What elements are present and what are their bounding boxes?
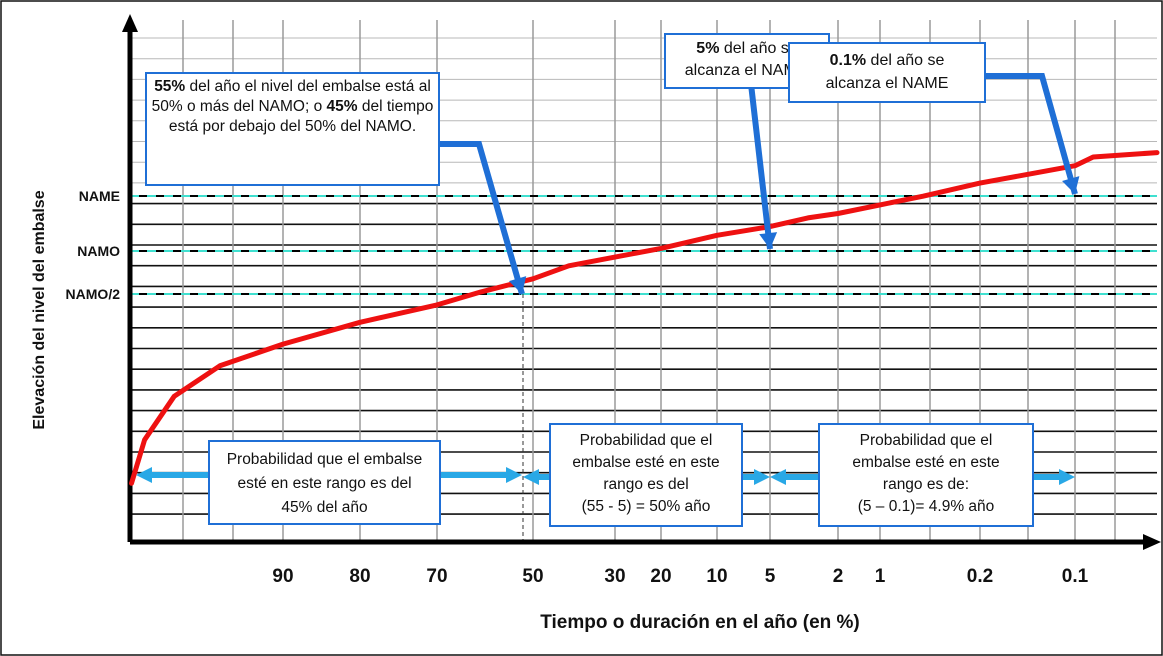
level-label: NAMO — [77, 243, 120, 259]
curve — [129, 150, 1160, 486]
x-tick-label: 30 — [604, 566, 625, 587]
x-tick-labels: 90 80 70 50 30 20 10 5 2 1 0.2 0.1 — [272, 566, 1088, 587]
x-tick-label: 2 — [833, 566, 844, 587]
range-arrow-45-right-head — [506, 467, 522, 483]
level-label: NAMO/2 — [66, 286, 121, 302]
arrow-55-head — [508, 276, 527, 294]
arrow-0-1 — [986, 73, 1078, 195]
axes — [122, 14, 1161, 550]
x-tick-label: 0.1 — [1062, 566, 1089, 587]
callout-0-1-percent: 0.1% del año se alcanza el NAME — [788, 42, 986, 103]
x-tick-label: 50 — [522, 566, 543, 587]
x-tick-label: 20 — [650, 566, 671, 587]
range-arrow-50-right-head — [754, 469, 770, 485]
range-50-box: Probabilidad que el embalse esté en este… — [549, 423, 743, 527]
arrow-55 — [440, 141, 525, 295]
red-curve — [129, 150, 1160, 486]
x-tick-label: 70 — [426, 566, 447, 587]
x-tick-label: 1 — [875, 566, 886, 587]
y-axis-label: Elevación del nivel del embalse — [31, 190, 48, 429]
arrow-5-head — [759, 232, 778, 249]
y-axis-arrowhead — [122, 14, 138, 32]
callout-55-percent: 55% del año el nivel del embalse está al… — [145, 72, 440, 186]
x-axis-arrowhead — [1143, 534, 1161, 550]
level-label: NAME — [79, 188, 120, 204]
x-tick-label: 10 — [706, 566, 727, 587]
range-arrow-50-left-head — [523, 469, 539, 485]
range-arrow-4-9-left-head — [770, 469, 786, 485]
x-tick-label: 90 — [272, 566, 293, 587]
range-4-9-box: Probabilidad que el embalse esté en este… — [818, 423, 1034, 527]
range-arrow-45-left-head — [136, 467, 152, 483]
range-45-box: Probabilidad que el embalse esté en este… — [208, 440, 441, 525]
arrow-0-1-head — [1062, 176, 1080, 194]
x-tick-label: 5 — [765, 566, 776, 587]
x-axis-label: Tiempo o duración en el año (en %) — [540, 612, 860, 633]
x-tick-label: 80 — [349, 566, 370, 587]
range-arrow-4-9-right-head — [1059, 469, 1075, 485]
x-tick-label: 0.2 — [967, 566, 993, 587]
